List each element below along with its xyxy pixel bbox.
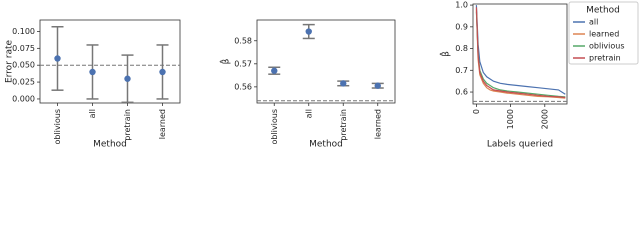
series-line — [475, 9, 566, 99]
y-axis-label: Error rate — [5, 40, 15, 84]
legend-label: all — [589, 18, 598, 27]
y-tick-label: 0.100 — [12, 27, 35, 36]
y-tick-label: 0.7 — [455, 66, 468, 75]
y-tick-label: 0.57 — [234, 59, 252, 68]
legend-label: oblivious — [589, 42, 625, 51]
x-tick-label: pretrain — [339, 109, 348, 141]
legend-label: learned — [589, 30, 619, 39]
x-tick-label: 0 — [472, 109, 481, 114]
x-tick-label: learned — [373, 109, 382, 139]
x-tick-label: pretrain — [123, 109, 132, 141]
series-line — [475, 11, 566, 98]
y-tick-label: 0.56 — [234, 82, 252, 91]
x-axis-label: Labels queried — [487, 140, 553, 150]
series-line — [475, 7, 566, 99]
y-axis-label: β̂ — [219, 58, 232, 64]
x-tick-label: all — [88, 109, 97, 118]
x-tick-label: oblivious — [270, 109, 279, 145]
x-tick-label: learned — [158, 109, 167, 139]
axes-frame — [256, 19, 396, 104]
y-tick-label: 0.8 — [455, 44, 468, 53]
x-tick-label: all — [304, 109, 313, 118]
point — [159, 68, 166, 76]
point — [374, 82, 381, 89]
x-axis-label: Method — [309, 140, 343, 150]
y-tick-label: 0.075 — [12, 44, 35, 53]
point — [124, 75, 131, 82]
point — [89, 68, 96, 76]
x-tick-label: oblivious — [53, 109, 62, 145]
axes-frame — [39, 19, 181, 104]
y-tick-label: 0.025 — [12, 78, 35, 87]
figure: 0.000 0.025 0.050 0.075 0.100 Error rate obliv… — [5, 1, 639, 150]
legend-label: pretrain — [589, 54, 621, 63]
y-tick-label: 0.58 — [234, 36, 252, 45]
point — [54, 55, 61, 62]
series-line — [475, 5, 566, 95]
x-tick-label: 1000 — [506, 109, 515, 129]
legend-title: Method — [586, 6, 620, 16]
y-tick-label: 0.9 — [455, 22, 468, 31]
point — [340, 80, 347, 87]
y-tick-label: 0.6 — [455, 88, 468, 97]
point — [271, 67, 278, 74]
y-tick-label: 0.050 — [12, 61, 35, 70]
y-axis-label: β̂ — [439, 51, 452, 57]
axes-frame — [472, 3, 568, 105]
legend-box — [568, 1, 639, 65]
y-tick-label: 0.000 — [12, 94, 35, 103]
x-axis-label: Method — [93, 140, 127, 150]
point — [305, 28, 312, 35]
y-tick-label: 1.0 — [455, 1, 468, 10]
x-tick-label: 2000 — [540, 109, 549, 129]
